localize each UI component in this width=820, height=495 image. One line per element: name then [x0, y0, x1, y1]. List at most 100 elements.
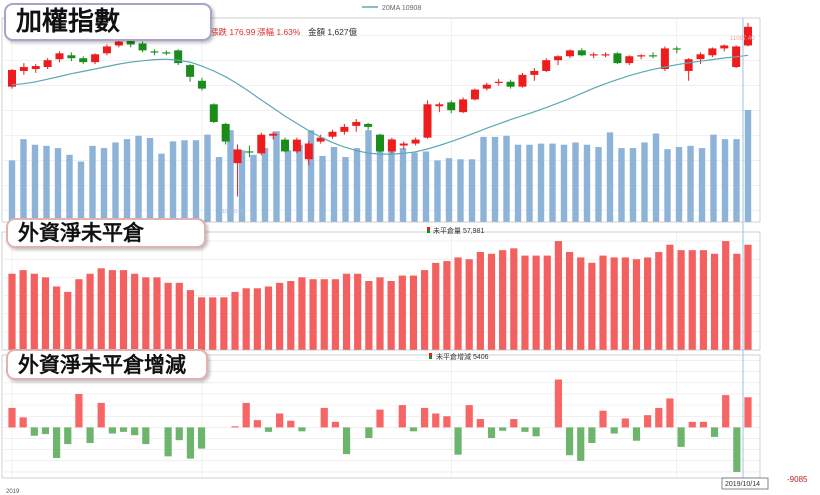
candle-body [79, 58, 88, 63]
volume-bars [8, 110, 752, 222]
oi-bar [733, 253, 741, 350]
oi-bar [376, 277, 384, 350]
volume-bar [353, 148, 361, 222]
candle-body [150, 51, 159, 53]
delta-bar [476, 419, 484, 428]
volume-bar [261, 148, 269, 222]
panel-frame [1, 354, 761, 479]
delta-bar [510, 419, 518, 428]
delta-bar [398, 405, 406, 428]
candle-body [364, 123, 373, 127]
delta-bar [342, 427, 351, 455]
oi-bar [487, 253, 496, 350]
oi-bar [209, 297, 217, 350]
delta-bar [565, 427, 574, 456]
oi-bar [8, 273, 16, 350]
date-box [721, 477, 769, 490]
volume-bar [169, 141, 177, 222]
candle-body [31, 66, 40, 69]
oi-bar [454, 257, 462, 350]
oi-bar [599, 255, 607, 350]
delta-bar [276, 413, 284, 428]
candle-body [126, 39, 135, 45]
oi-bar [53, 286, 61, 350]
panel1-title: 加權指數 [4, 3, 212, 41]
candle-body [506, 81, 515, 87]
oi-bar [298, 277, 306, 350]
volume-bar [664, 149, 671, 222]
volume-bar [457, 159, 464, 222]
volume-bar [66, 154, 73, 222]
candle-body [138, 43, 147, 51]
oi-bar [632, 259, 641, 350]
oi-bar [287, 281, 295, 350]
delta-bar [733, 427, 741, 472]
delta-bar [666, 398, 674, 428]
oi-bar [644, 257, 652, 350]
oi-bar [276, 282, 284, 350]
oi-bar [476, 251, 484, 350]
oi-bar [86, 273, 94, 350]
oi-bar [688, 250, 696, 350]
oi-legend-swatch-down [427, 230, 430, 233]
volume-bar [365, 130, 372, 222]
oi-bar [108, 270, 116, 350]
volume-bar [687, 145, 694, 222]
ma20-line [11, 54, 749, 155]
volume-bar [480, 136, 487, 222]
delta-bar [164, 427, 172, 457]
pct-label: 漲幅 1.63% [257, 27, 301, 37]
volume-bar [54, 148, 62, 222]
oi-bar [443, 261, 451, 350]
candle-body [269, 133, 278, 136]
delta-bar [532, 427, 540, 437]
delta-bar [521, 427, 529, 432]
oi-legend-swatch-up [427, 227, 430, 230]
delta-bar [86, 427, 94, 443]
panel2-title: 外資淨未平倉 [6, 218, 206, 248]
candle-body [281, 139, 290, 152]
volume-bar [445, 158, 453, 222]
delta-bar [119, 427, 128, 432]
oi-bar [554, 241, 563, 350]
delta-bar [331, 421, 339, 428]
volume-bar [307, 130, 315, 222]
candle-body [221, 123, 230, 142]
oi-bar [41, 277, 50, 350]
delta-bar [108, 427, 116, 434]
delta-bar [142, 427, 150, 445]
oi-bar [398, 275, 406, 350]
volume-bar [376, 134, 384, 222]
volume-bar [204, 134, 211, 222]
delta-bar [577, 427, 585, 461]
delta-bar [621, 418, 629, 428]
delta-bar [287, 420, 295, 428]
oi-legend: 未平倉量 57,981 [427, 226, 484, 235]
delta-bar [599, 410, 607, 428]
volume-bar [284, 150, 292, 222]
oi-bar [655, 251, 663, 350]
candle-body [376, 134, 384, 152]
candle-body [257, 134, 266, 154]
candle-body [684, 59, 693, 71]
delta-bar [443, 416, 451, 428]
volume-bar [388, 139, 395, 222]
oi-bar [186, 290, 195, 350]
delta-bar [298, 427, 306, 432]
volume-bar [20, 139, 27, 222]
panel3-title: 外資淨未平倉增減 [6, 349, 208, 380]
candle-body [387, 139, 396, 152]
oi-bar [331, 279, 339, 350]
candle-body [494, 81, 503, 83]
oi-bar [499, 250, 507, 350]
oi-legend-label: 未平倉量 57,981 [433, 226, 484, 235]
oi-bar [532, 255, 540, 350]
volume-bar [595, 146, 602, 222]
oi-bar [264, 286, 273, 350]
volume-bar [560, 144, 568, 222]
volume-bar [629, 148, 637, 222]
delta-bar [64, 427, 72, 445]
volume-bar [296, 144, 303, 222]
candle-body [340, 126, 349, 132]
